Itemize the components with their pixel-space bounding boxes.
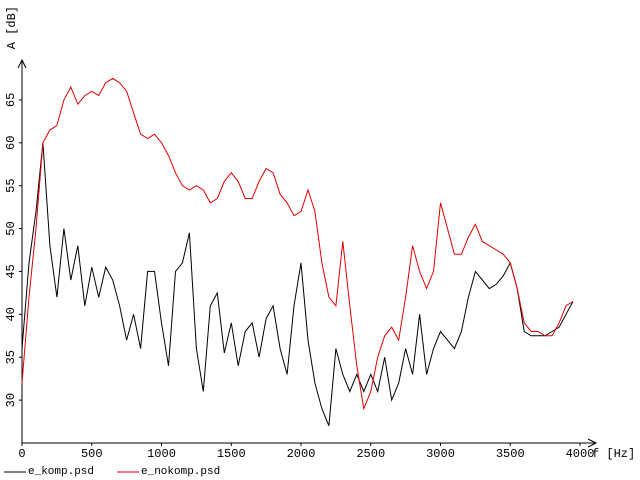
x-tick-label: 4000 [566, 447, 595, 461]
y-tick-label: 65 [4, 93, 18, 107]
y-axis-label: A [dB] [5, 6, 19, 49]
y-axis-arrow [17, 58, 27, 69]
x-tick-label: 2500 [356, 447, 385, 461]
y-tick-label: 40 [4, 307, 18, 321]
x-tick-label: 500 [81, 447, 103, 461]
legend-label: e_nokomp.psd [141, 466, 220, 478]
y-tick-label: 60 [4, 136, 18, 150]
series-line [21, 142, 574, 426]
y-tick-label: 55 [4, 178, 18, 192]
y-tick-label: 45 [4, 264, 18, 278]
x-tick-label: 1000 [147, 447, 176, 461]
x-tick-label: 2000 [287, 447, 316, 461]
x-axis-arrow [587, 438, 598, 448]
y-tick-label: 50 [4, 221, 18, 235]
series-line [21, 77, 574, 411]
legend-label: e_komp.psd [28, 466, 94, 478]
x-tick-label: 3000 [426, 447, 455, 461]
y-tick-label: 30 [4, 393, 18, 407]
y-tick-label: 35 [4, 350, 18, 364]
x-axis-label: f [Hz] [592, 447, 635, 461]
x-tick-label: 3500 [496, 447, 525, 461]
x-tick-label: 0 [18, 447, 25, 461]
x-tick-label: 1500 [217, 447, 246, 461]
